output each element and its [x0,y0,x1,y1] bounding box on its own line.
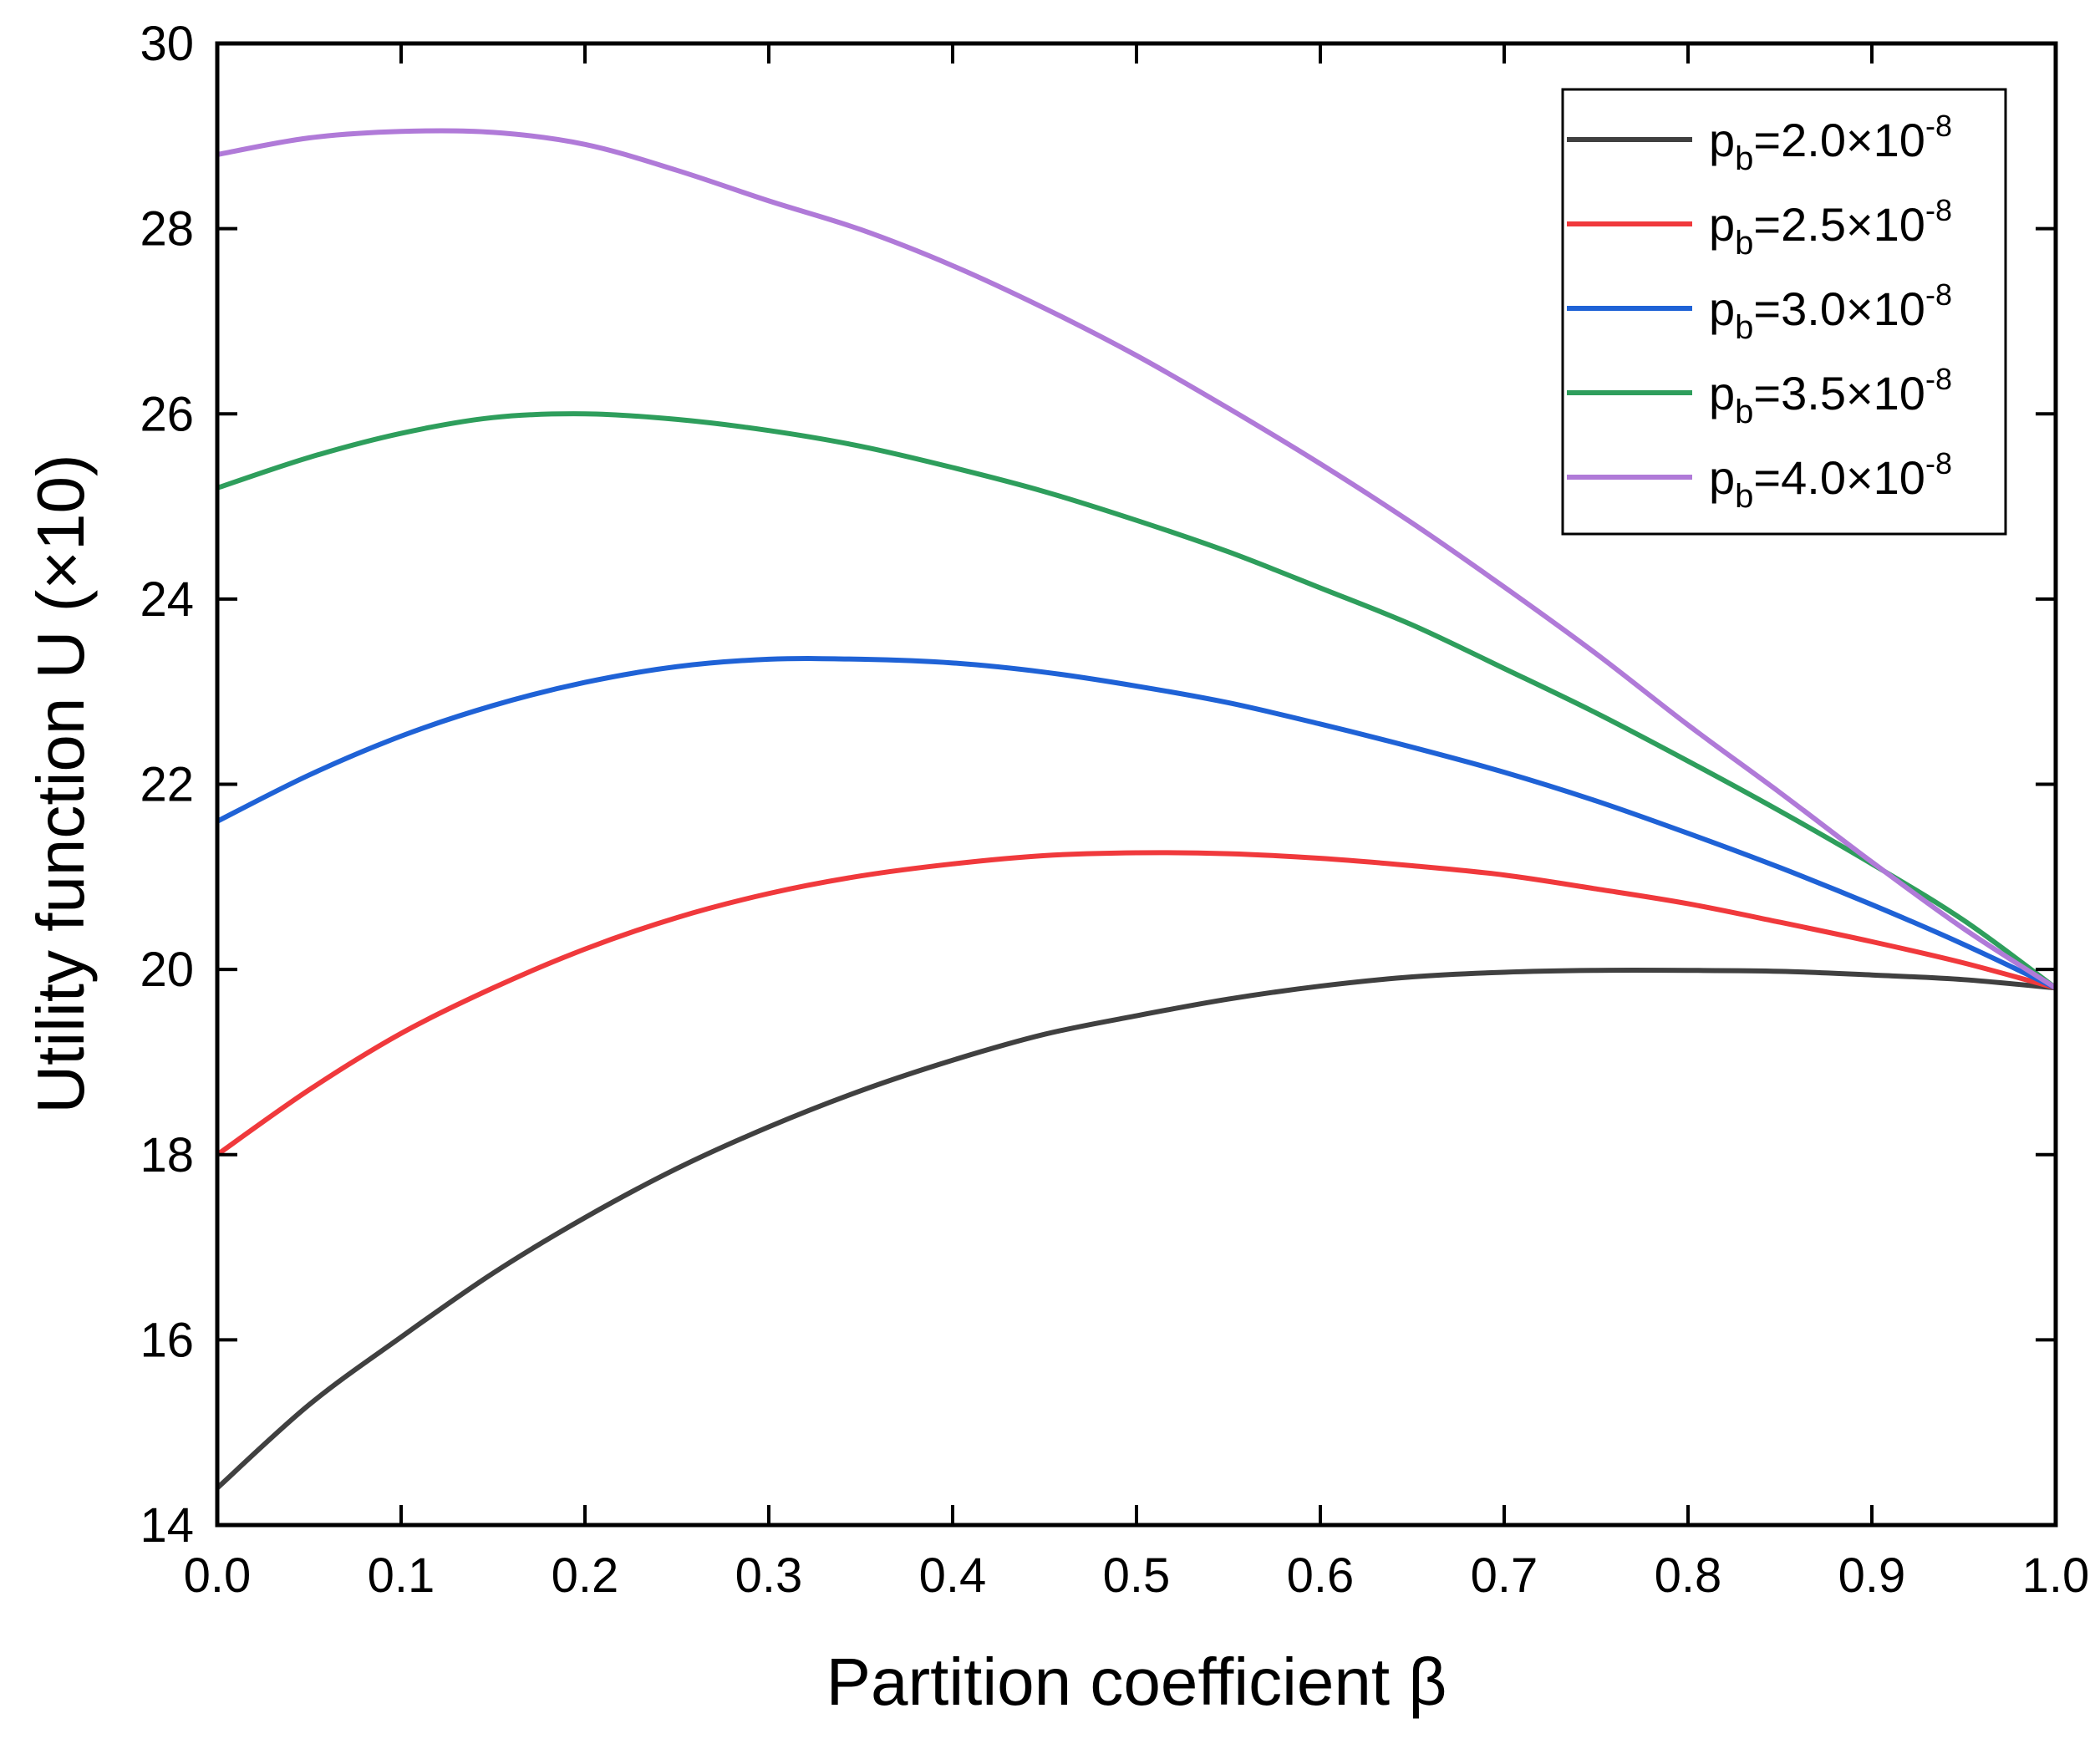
y-tick-label: 16 [140,1313,194,1367]
legend-base: p [1709,367,1735,419]
legend-value: =3.5×10 [1753,367,1925,419]
legend-label: pb=4.0×10-8 [1709,446,1952,515]
y-axis-title: Utility function U (×10) [23,454,98,1113]
x-tick-label: 0.8 [1655,1548,1722,1603]
legend-superscript: -8 [1925,277,1952,312]
series-line-4 [216,411,2057,990]
legend-value: =4.0×10 [1753,451,1925,504]
legend-subscript: b [1735,225,1753,262]
x-tick-label: 0.9 [1838,1548,1906,1603]
legend: pb=2.0×10-8pb=2.5×10-8pb=3.0×10-8pb=3.5×… [1561,88,2007,536]
legend-superscript: -8 [1925,109,1952,143]
legend-entry: pb=3.0×10-8 [1567,277,1952,346]
legend-base: p [1709,114,1735,166]
y-tick-label: 30 [140,17,194,71]
series-layer [215,128,2057,1490]
x-axis-title: Partition coefficient β [826,1645,1447,1719]
series-line-5 [216,128,2057,990]
y-tick-label: 26 [140,387,194,441]
legend-subscript: b [1735,478,1753,515]
series-line-2 [216,850,2057,1157]
legend-label: pb=3.0×10-8 [1709,277,1952,346]
x-tick-label: 0.5 [1103,1548,1171,1603]
x-tick-label: 0.7 [1471,1548,1538,1603]
series-line-3 [216,656,2057,991]
x-tick-label: 0.1 [368,1548,435,1603]
legend-superscript: -8 [1925,362,1952,396]
x-tick-label: 0.0 [184,1548,252,1603]
series-line-1 [215,968,2057,1490]
x-tick-label: 0.4 [919,1548,987,1603]
legend-entry: pb=3.5×10-8 [1567,362,1952,430]
legend-label: pb=2.5×10-8 [1709,193,1952,262]
legend-subscript: b [1735,140,1753,177]
legend-label: pb=3.5×10-8 [1709,362,1952,430]
legend-superscript: -8 [1925,446,1952,480]
x-tick-label: 0.3 [735,1548,803,1603]
ticks-layer: 0.0 0.1 0.2 0.3 0.4 0.5 0.6 0.7 0.8 0.9 1.0 14 16 18 2… [140,17,2089,1603]
y-tick-label: 14 [140,1498,194,1553]
legend-value: =3.0×10 [1753,282,1925,335]
x-tick-label: 0.2 [552,1548,619,1603]
x-tick-label: 0.6 [1287,1548,1355,1603]
y-tick-label: 20 [140,943,194,997]
legend-subscript: b [1735,394,1753,430]
legend-entry: pb=2.5×10-8 [1567,193,1952,262]
y-tick-label: 18 [140,1128,194,1182]
legend-entry: pb=2.0×10-8 [1567,109,1952,177]
y-tick-label: 22 [140,758,194,812]
x-tick-label: 1.0 [2022,1548,2090,1603]
legend-entry: pb=4.0×10-8 [1567,446,1952,515]
legend-label: pb=2.0×10-8 [1709,109,1952,177]
legend-value: =2.0×10 [1753,114,1925,166]
legend-superscript: -8 [1925,193,1952,227]
y-tick-label: 24 [140,572,194,627]
legend-box [1561,88,2007,536]
y-tick-label: 28 [140,202,194,257]
legend-subscript: b [1735,309,1753,346]
legend-base: p [1709,451,1735,504]
legend-value: =2.5×10 [1753,198,1925,251]
legend-base: p [1709,282,1735,335]
legend-base: p [1709,198,1735,251]
